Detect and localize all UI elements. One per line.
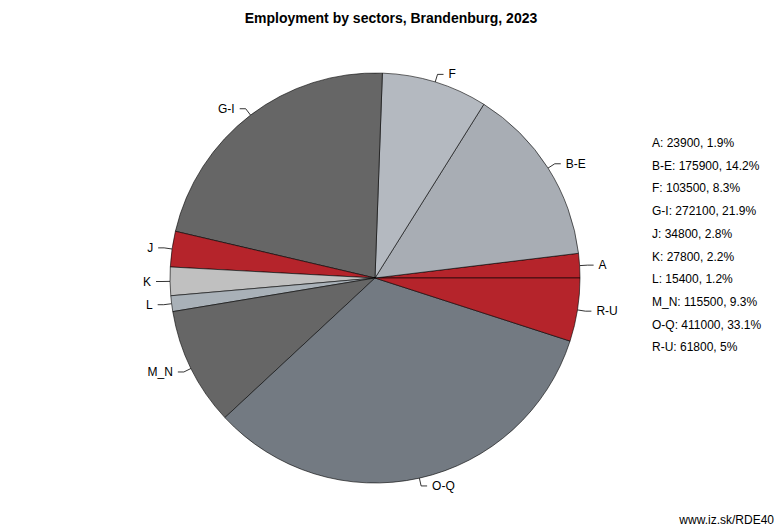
svg-text:B-E: B-E bbox=[566, 157, 586, 171]
svg-text:B-E: 175900, 14.2%: B-E: 175900, 14.2% bbox=[652, 159, 760, 173]
svg-text:J: 34800, 2.8%: J: 34800, 2.8% bbox=[652, 227, 732, 241]
svg-text:G-I: 272100, 21.9%: G-I: 272100, 21.9% bbox=[652, 204, 756, 218]
svg-text:M_N: 115500, 9.3%: M_N: 115500, 9.3% bbox=[652, 295, 758, 309]
svg-text:www.iz.sk/RDE40: www.iz.sk/RDE40 bbox=[678, 513, 774, 527]
svg-text:A: 23900, 1.9%: A: 23900, 1.9% bbox=[652, 136, 734, 150]
svg-text:M_N: M_N bbox=[148, 365, 173, 379]
svg-text:A: A bbox=[599, 258, 607, 272]
svg-text:L: 15400, 1.2%: L: 15400, 1.2% bbox=[652, 272, 733, 286]
svg-text:G-I: G-I bbox=[218, 102, 235, 116]
svg-text:Employment by sectors, Branden: Employment by sectors, Brandenburg, 2023 bbox=[245, 10, 538, 26]
svg-text:L: L bbox=[146, 298, 153, 312]
svg-text:O-Q: 411000, 33.1%: O-Q: 411000, 33.1% bbox=[652, 318, 762, 332]
svg-text:R-U: 61800, 5%: R-U: 61800, 5% bbox=[652, 340, 738, 354]
svg-text:R-U: R-U bbox=[596, 304, 617, 318]
svg-text:F: F bbox=[449, 67, 456, 81]
svg-text:F: 103500, 8.3%: F: 103500, 8.3% bbox=[652, 181, 740, 195]
svg-text:K: K bbox=[143, 275, 151, 289]
svg-text:K: 27800, 2.2%: K: 27800, 2.2% bbox=[652, 250, 734, 264]
svg-text:O-Q: O-Q bbox=[432, 479, 455, 493]
svg-text:J: J bbox=[147, 241, 153, 255]
